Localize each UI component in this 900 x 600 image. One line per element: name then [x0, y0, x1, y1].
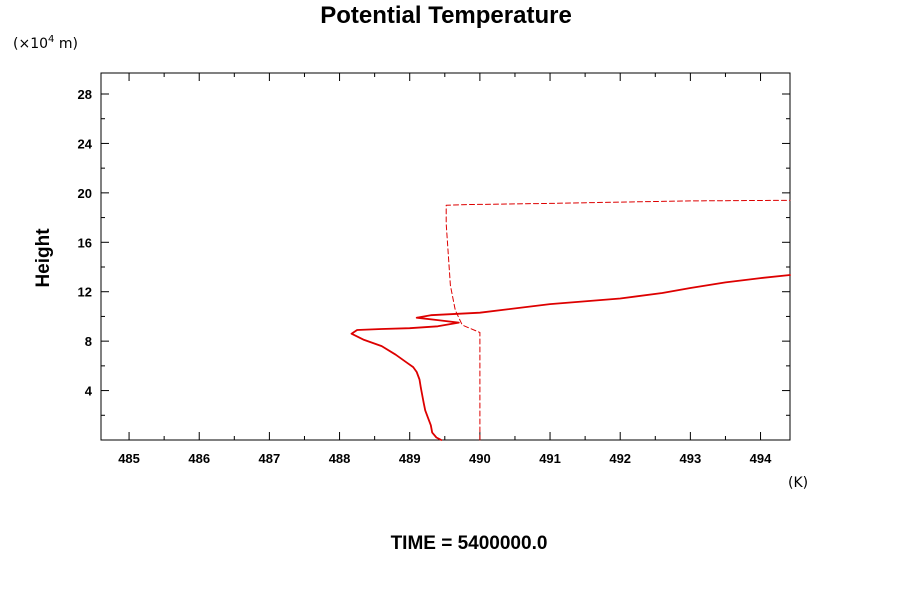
- plot-frame: [100, 72, 791, 441]
- y-axis-unit-prefix: (×10: [13, 36, 48, 52]
- series-line-solid: [350, 274, 791, 441]
- x-axis-unit: (K): [788, 475, 808, 491]
- y-tick-label: 20: [78, 186, 92, 201]
- plot-area: 485 486 487 488 489 490 491 492 493 494 4 8 12 16 20 24…: [78, 72, 791, 466]
- y-tick-label: 12: [78, 285, 92, 300]
- y-tick-label: 16: [78, 235, 92, 250]
- x-tick-label: 493: [680, 451, 702, 466]
- x-tick-label: 490: [469, 451, 491, 466]
- time-label: TIME = 5400000.0: [391, 533, 548, 554]
- x-tick-label: 492: [609, 451, 631, 466]
- y-axis-label: Height: [33, 228, 54, 288]
- x-tick-label: 485: [118, 451, 140, 466]
- x-tick-label: 494: [750, 451, 772, 466]
- y-tick-label: 28: [78, 87, 92, 102]
- y-tick-label: 24: [78, 136, 93, 151]
- y-axis-unit: (×104 m): [13, 34, 78, 52]
- x-tick-label: 491: [539, 451, 561, 466]
- series-line-dashed: [445, 199, 791, 441]
- x-tick-label: 486: [188, 451, 210, 466]
- x-tick-label: 488: [329, 451, 351, 466]
- x-tick-label: 489: [399, 451, 421, 466]
- chart-title: Potential Temperature: [320, 2, 572, 29]
- x-tick-label: 487: [259, 451, 281, 466]
- y-axis-unit-exponent: 4: [48, 34, 54, 45]
- y-axis-unit-suffix: m): [54, 36, 78, 52]
- y-tick-label: 8: [85, 334, 92, 349]
- y-tick-label: 4: [85, 384, 93, 399]
